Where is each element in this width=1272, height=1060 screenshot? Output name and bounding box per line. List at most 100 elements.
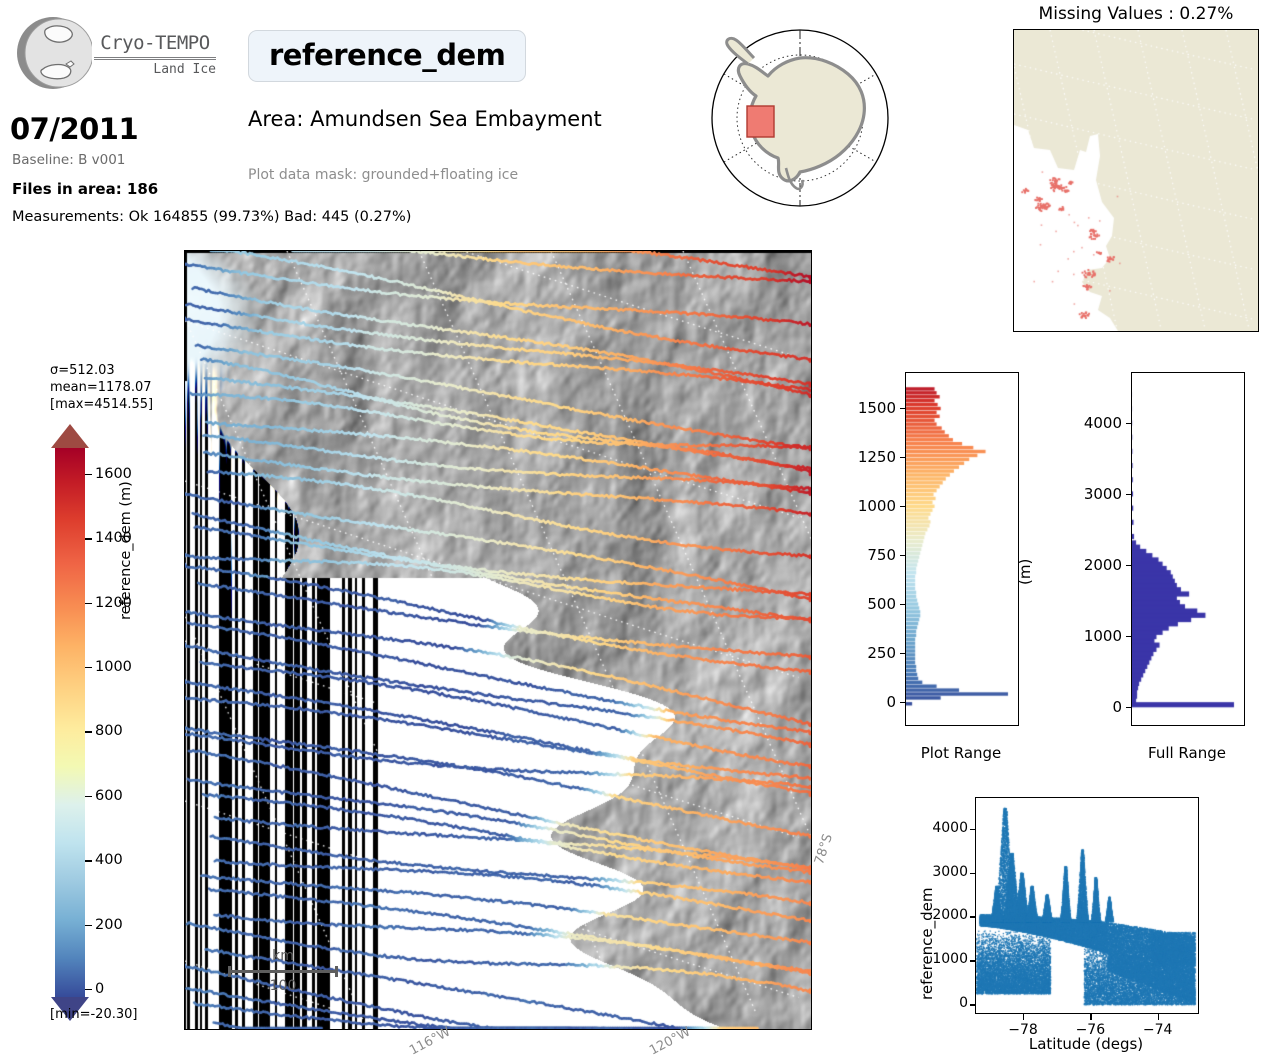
full-range-ylabel: (m) <box>1016 558 1034 585</box>
full-range-canvas <box>1132 373 1244 725</box>
main-elevation-map[interactable] <box>184 250 812 1030</box>
scale-bar-value: 100 <box>269 978 297 994</box>
selected-area-box <box>746 105 775 138</box>
logo-wordmark: Cryo-TEMPO Land Ice <box>90 32 220 77</box>
stat-sigma: σ=512.03 <box>50 363 115 378</box>
stat-max: [max=4514.55] <box>50 397 154 412</box>
scatter-y-tick-label: 1000 <box>932 951 968 968</box>
scatter-xlabel: Latitude (degs) <box>1028 1035 1144 1053</box>
colorbar-tick-label: 1000 <box>95 658 132 675</box>
axis-tick-label: 3000 <box>1083 484 1122 503</box>
axis-tick <box>1126 635 1132 637</box>
scatter-y-tick <box>970 960 976 962</box>
scatter-x-tick-label: −74 <box>1142 1022 1173 1038</box>
colorbar-tick <box>85 924 92 926</box>
colorbar-tick-label: 1200 <box>95 594 132 611</box>
axis-tick-label: 500 <box>867 594 896 613</box>
scale-bar-line <box>228 966 338 977</box>
axis-tick <box>1126 706 1132 708</box>
scatter-ylabel: reference_dem <box>918 887 936 1001</box>
colorbar-tick <box>85 602 92 604</box>
colorbar-tick <box>85 731 92 733</box>
colorbar-under-arrow <box>51 997 89 1021</box>
colorbar-over-arrow <box>51 424 89 448</box>
axis-tick-label: 750 <box>867 545 896 564</box>
colorbar-tick-label: 1400 <box>95 530 132 547</box>
globe-icon <box>17 17 92 89</box>
axis-tick-label: 1250 <box>857 448 896 467</box>
axis-tick-label: 0 <box>886 692 896 711</box>
scatter-x-tick-label: −76 <box>1075 1022 1106 1038</box>
scatter-y-tick <box>970 828 976 830</box>
colorbar-stats: σ=512.03 mean=1178.07 [max=4514.55] <box>50 362 153 413</box>
axis-tick-label: 1500 <box>857 399 896 418</box>
axis-tick-label: 250 <box>867 643 896 662</box>
logo-divider-2 <box>94 59 216 60</box>
date-label: 07/2011 <box>10 112 139 146</box>
scatter-y-tick <box>970 1004 976 1006</box>
colorbar-tick <box>85 988 92 991</box>
plot-data-mask-label: Plot data mask: grounded+floating ice <box>248 167 519 183</box>
baseline-label: Baseline: B v001 <box>12 152 126 168</box>
axis-tick-label: 4000 <box>1083 413 1122 432</box>
cryo-tempo-logo: Cryo-TEMPO Land Ice <box>14 12 216 102</box>
axis-tick <box>1126 564 1132 566</box>
scatter-x-tick <box>1090 1014 1092 1020</box>
missing-values-title: Missing Values : 0.27% <box>1038 4 1234 24</box>
scale-bar-unit: km <box>272 948 294 964</box>
axis-tick-label: 1000 <box>857 496 896 515</box>
axis-tick <box>900 701 906 703</box>
files-count-label: Files in area: 186 <box>12 180 159 198</box>
scatter-y-tick <box>970 872 976 874</box>
logo-divider <box>94 57 216 58</box>
axis-tick <box>900 554 906 557</box>
elevation-vs-latitude-scatter <box>975 797 1199 1014</box>
scatter-y-tick-label: 3000 <box>932 863 968 880</box>
logo-subtitle: Land Ice <box>153 62 216 77</box>
axis-tick <box>900 652 906 654</box>
colorbar-tick-label: 200 <box>95 916 123 933</box>
page-title: reference_dem <box>248 30 527 82</box>
colorbar-tick <box>85 473 92 476</box>
colorbar-tick-label: 600 <box>95 787 123 804</box>
full-range-histogram <box>1131 372 1245 726</box>
axis-tick-label: 0 <box>1112 697 1122 716</box>
full-range-xlabel: Full Range <box>1148 744 1226 762</box>
colorbar-tick-label: 0 <box>95 980 105 997</box>
scatter-y-tick-label: 4000 <box>932 819 968 836</box>
scatter-canvas <box>976 798 1198 1013</box>
lat-label-78s: 78°S <box>812 832 836 867</box>
colorbar-tick <box>85 666 92 669</box>
plot-range-histogram <box>905 372 1019 726</box>
axis-tick <box>900 457 906 459</box>
scale-bar: km 100 <box>228 948 338 994</box>
colorbar-tick <box>85 860 92 862</box>
plot-range-xlabel: Plot Range <box>920 744 1002 762</box>
axis-tick <box>900 603 906 606</box>
colorbar-min-label: [min=-20.30] <box>50 1007 138 1022</box>
colorbar-gradient <box>55 448 85 997</box>
area-label: Area: Amundsen Sea Embayment <box>248 107 602 131</box>
antarctica-locator-map <box>711 29 889 207</box>
axis-tick <box>1126 422 1132 424</box>
scatter-x-tick <box>1023 1014 1025 1020</box>
measurements-label: Measurements: Ok 164855 (99.73%) Bad: 44… <box>12 209 412 225</box>
scatter-y-tick-label: 0 <box>959 995 968 1012</box>
logo-title: Cryo-TEMPO <box>100 32 210 54</box>
colorbar-tick <box>85 538 92 540</box>
colorbar-tick-label: 800 <box>95 723 123 740</box>
scatter-x-tick <box>1157 1014 1159 1020</box>
axis-tick <box>900 505 906 508</box>
stat-mean: mean=1178.07 <box>50 380 152 395</box>
map-canvas[interactable] <box>185 251 811 1029</box>
axis-tick <box>900 408 906 410</box>
missing-values-map <box>1013 29 1259 332</box>
colorbar-tick-label: 400 <box>95 852 123 869</box>
colorbar-tick <box>85 795 92 798</box>
axis-tick-label: 2000 <box>1083 555 1122 574</box>
missing-values-canvas <box>1014 30 1258 331</box>
plot-range-canvas <box>906 373 1018 725</box>
axis-tick <box>1126 493 1132 495</box>
scatter-x-tick-label: −78 <box>1008 1022 1038 1038</box>
scatter-y-tick-label: 2000 <box>932 907 968 924</box>
